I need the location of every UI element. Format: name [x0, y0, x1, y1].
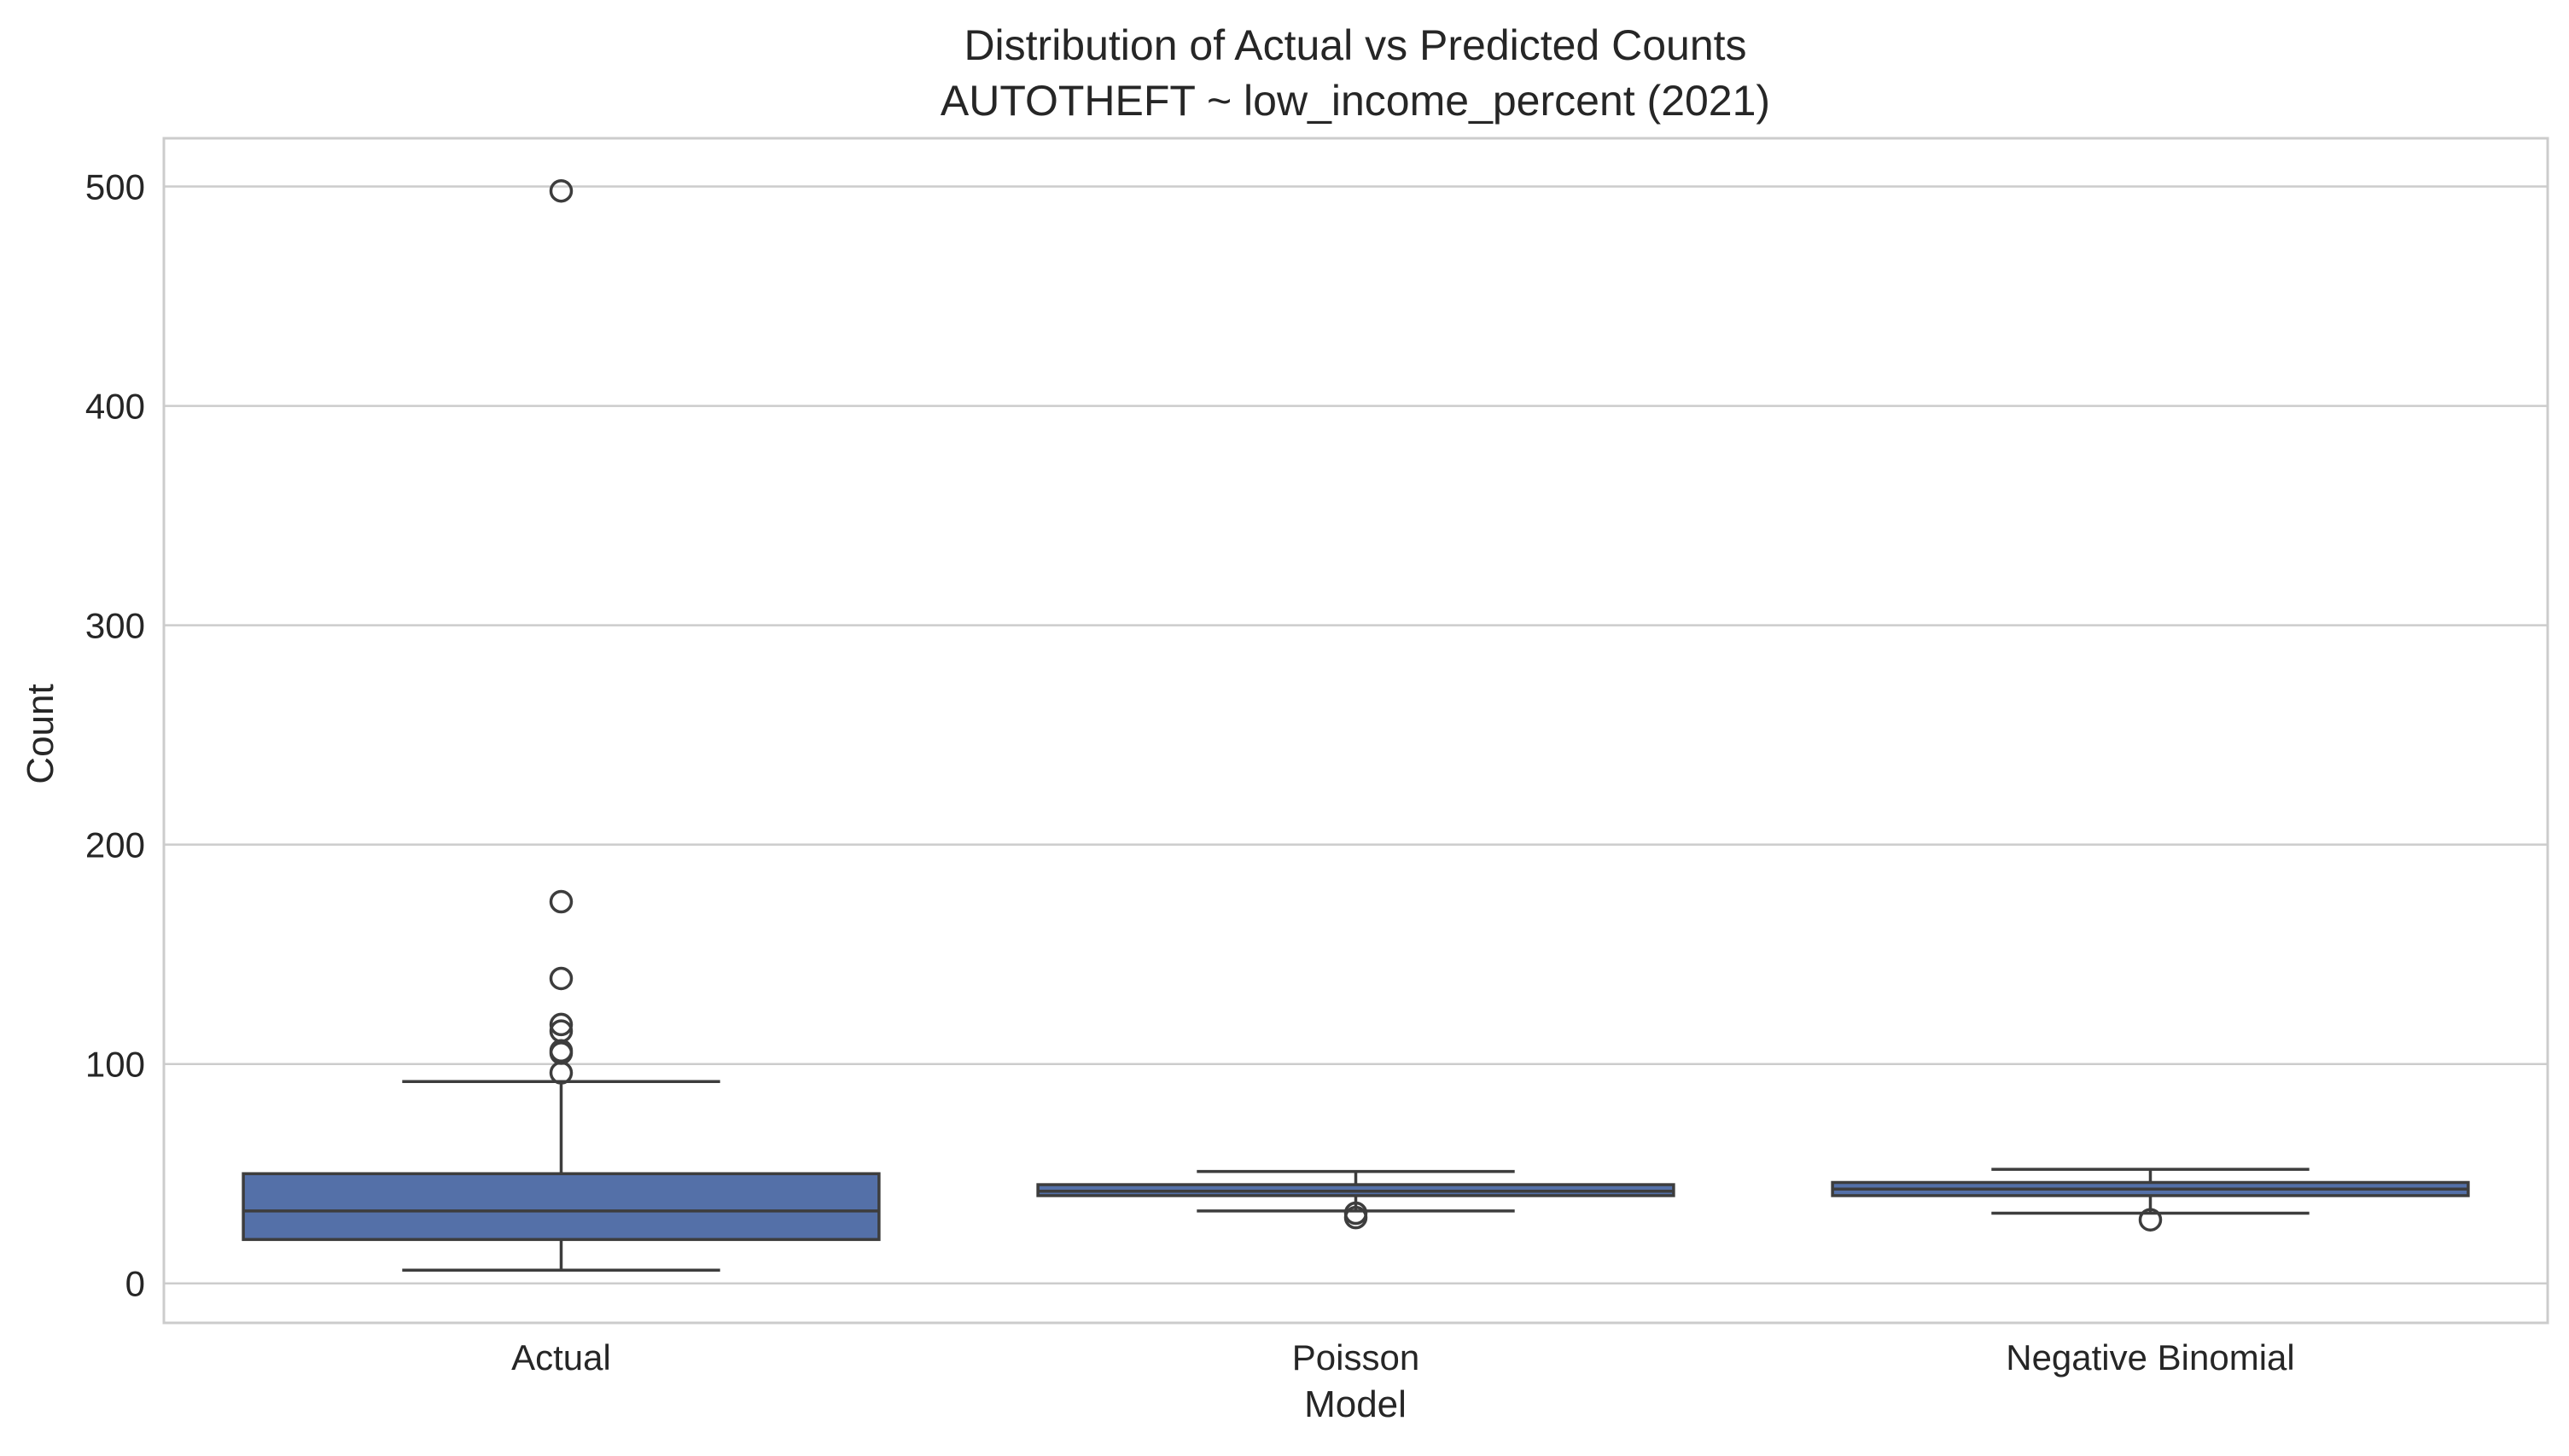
y-axis-label: Count — [20, 684, 61, 783]
y-tick-label: 500 — [85, 167, 145, 207]
box-iqr — [242, 1172, 881, 1242]
outlier-point — [1343, 1201, 1368, 1226]
box-1 — [1036, 1169, 1675, 1230]
outlier-point — [549, 1012, 574, 1037]
x-tick-label: Actual — [511, 1337, 611, 1377]
chart-title: Distribution of Actual vs Predicted Coun… — [964, 21, 1746, 69]
x-axis-label: Model — [1304, 1383, 1407, 1425]
y-tick-label: 100 — [85, 1045, 145, 1085]
outlier-point — [2138, 1208, 2163, 1232]
box-2 — [1831, 1168, 2470, 1232]
outlier-point — [549, 1019, 574, 1043]
tick-labels: 0 100 200 300 400 500 Actual Poisson Negative Bi… — [85, 167, 2295, 1377]
y-tick-label: 200 — [85, 825, 145, 865]
outlier-point — [549, 966, 574, 991]
chart-subtitle: AUTOTHEFT ~ low_income_percent (2021) — [941, 77, 1770, 125]
y-tick-label: 0 — [125, 1264, 145, 1304]
box-0 — [242, 178, 881, 1273]
outlier-point — [549, 889, 574, 914]
x-tick-label: Poisson — [1292, 1337, 1419, 1377]
y-tick-label: 300 — [85, 606, 145, 646]
x-tick-label: Negative Binomial — [2006, 1337, 2295, 1377]
outlier-point — [549, 178, 574, 203]
y-tick-label: 400 — [85, 387, 145, 427]
box-group — [242, 178, 2470, 1273]
plot-frame — [162, 137, 2549, 1325]
